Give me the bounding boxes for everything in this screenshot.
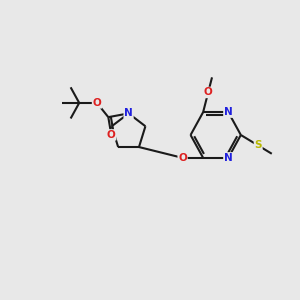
Text: O: O — [107, 130, 116, 140]
Text: N: N — [124, 108, 133, 118]
Text: N: N — [224, 107, 233, 117]
Text: O: O — [93, 98, 101, 108]
Text: O: O — [204, 87, 212, 98]
Text: O: O — [178, 153, 187, 163]
Text: S: S — [254, 140, 262, 151]
Text: N: N — [224, 153, 233, 163]
